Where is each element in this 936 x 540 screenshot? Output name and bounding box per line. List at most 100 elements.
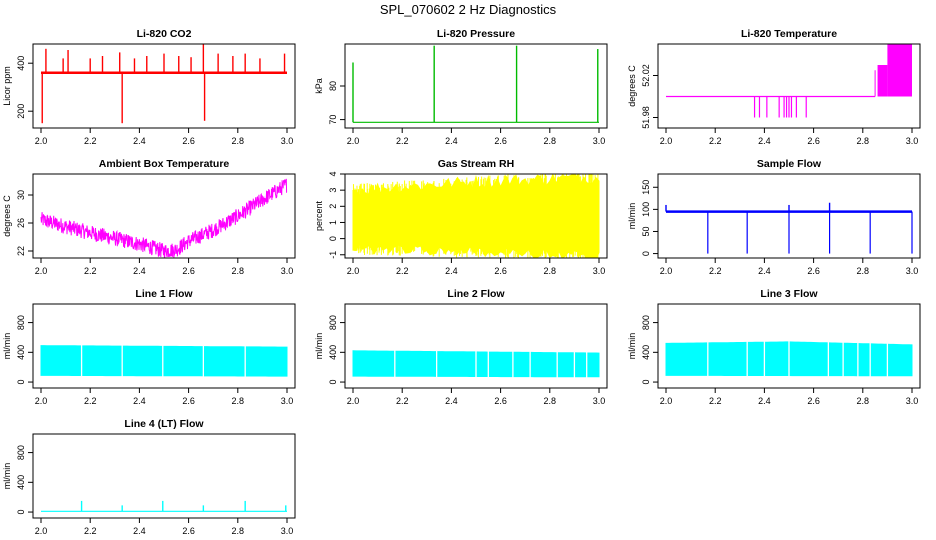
chart-title: Line 2 Flow xyxy=(447,288,505,300)
y-tick-label: 3 xyxy=(328,188,338,193)
x-tick-label: 2.6 xyxy=(494,266,507,276)
y-tick-label: 51.98 xyxy=(641,106,651,129)
plot-area xyxy=(665,202,913,254)
x-tick-label: 2.2 xyxy=(84,396,97,406)
y-axis-label: ml/min xyxy=(2,333,12,360)
x-tick-label: 2.6 xyxy=(807,136,820,146)
x-tick-label: 2.8 xyxy=(232,396,245,406)
chart-3: Li-820 Temperature degrees C 2.0 2.2 2.4 2.6 2… xyxy=(627,28,921,146)
x-tick-label: 2.0 xyxy=(347,136,360,146)
plot-frame xyxy=(344,43,608,129)
y-tick-label: 800 xyxy=(16,445,26,460)
y-tick-label: 0 xyxy=(328,380,338,385)
y-tick-label: 800 xyxy=(328,315,338,330)
y-axis-label: ml/min xyxy=(2,463,12,490)
x-tick-label: 2.4 xyxy=(133,266,146,276)
series-block xyxy=(877,65,888,97)
y-tick-label: 800 xyxy=(641,315,651,330)
y-tick-label: 0 xyxy=(328,236,338,241)
x-tick-label: 2.6 xyxy=(182,396,195,406)
x-tick-label: 2.0 xyxy=(35,136,48,146)
x-tick-label: 3.0 xyxy=(906,396,919,406)
plot-frame xyxy=(657,173,921,259)
x-tick-label: 2.4 xyxy=(758,396,771,406)
x-tick-label: 3.0 xyxy=(593,136,606,146)
y-tick-label: 1 xyxy=(328,220,338,225)
x-tick-label: 3.0 xyxy=(281,136,294,146)
x-tick-label: 2.0 xyxy=(35,396,48,406)
x-tick-label: 2.6 xyxy=(807,266,820,276)
plot-area xyxy=(352,45,599,123)
y-axis-label: ml/min xyxy=(627,333,637,360)
series-band xyxy=(40,345,288,377)
chart-title: Sample Flow xyxy=(757,158,822,170)
plot-frame xyxy=(657,43,921,129)
plot-frame xyxy=(32,303,296,389)
plot-area xyxy=(41,44,287,124)
x-tick-label: 3.0 xyxy=(593,396,606,406)
x-tick-label: 3.0 xyxy=(281,266,294,276)
chart-title: Ambient Box Temperature xyxy=(99,158,230,170)
chart-8: Line 2 Flow ml/min 2.0 2.2 2.4 2.6 2.8 3.0 0 400 8… xyxy=(314,288,608,406)
y-axis-label: Licor ppm xyxy=(2,66,12,106)
x-tick-label: 2.4 xyxy=(133,526,146,536)
plot-area xyxy=(40,344,288,377)
y-tick-label: 0 xyxy=(16,510,26,515)
chart-9: Line 3 Flow ml/min 2.0 2.2 2.4 2.6 2.8 3.0 0 400 8… xyxy=(627,288,921,406)
y-tick-label: 0 xyxy=(641,251,651,256)
chart-title: Gas Stream RH xyxy=(438,158,514,170)
plot-area xyxy=(665,340,913,377)
plot-frame xyxy=(32,173,296,259)
x-tick-label: 2.4 xyxy=(445,266,458,276)
x-tick-label: 2.2 xyxy=(709,396,722,406)
y-tick-label: 22 xyxy=(16,246,26,256)
chart-title: Line 4 (LT) Flow xyxy=(124,418,204,430)
plot-frame xyxy=(344,173,608,259)
y-tick-label: 400 xyxy=(641,345,651,360)
x-tick-label: 2.4 xyxy=(445,136,458,146)
x-tick-label: 2.0 xyxy=(660,396,673,406)
chart-6: Sample Flow ml/min 2.0 2.2 2.4 2.6 2.8 3.0 0 50 10… xyxy=(627,158,921,276)
x-tick-label: 3.0 xyxy=(593,266,606,276)
x-tick-label: 2.6 xyxy=(494,136,507,146)
x-tick-label: 2.4 xyxy=(133,136,146,146)
series-block xyxy=(887,44,912,97)
page-title: SPL_070602 2 Hz Diagnostics xyxy=(379,2,557,17)
x-tick-label: 2.8 xyxy=(232,136,245,146)
plot-frame xyxy=(344,303,608,389)
x-tick-label: 2.0 xyxy=(347,396,360,406)
y-tick-label: 400 xyxy=(328,345,338,360)
x-tick-label: 2.6 xyxy=(182,266,195,276)
y-axis-label: ml/min xyxy=(314,333,324,360)
y-tick-label: 70 xyxy=(328,115,338,125)
x-tick-label: 2.0 xyxy=(35,526,48,536)
y-tick-label: 400 xyxy=(16,56,26,71)
x-tick-label: 2.2 xyxy=(709,136,722,146)
y-axis-label: kPa xyxy=(314,78,324,94)
y-axis-label: degrees C xyxy=(2,195,12,237)
y-tick-label: 2 xyxy=(328,204,338,209)
x-tick-label: 2.8 xyxy=(857,136,870,146)
chart-1: Li-820 CO2 Licor ppm 2.0 2.2 2.4 2.6 2.8 3.0 200… xyxy=(2,28,296,146)
x-tick-label: 2.8 xyxy=(544,266,557,276)
x-tick-label: 2.0 xyxy=(660,136,673,146)
y-tick-label: 80 xyxy=(328,81,338,91)
x-tick-label: 3.0 xyxy=(906,136,919,146)
chart-title: Li-820 Temperature xyxy=(741,28,837,40)
plot-area xyxy=(666,44,912,118)
y-tick-label: 0 xyxy=(641,380,651,385)
y-tick-label: 400 xyxy=(16,345,26,360)
x-tick-label: 2.4 xyxy=(133,396,146,406)
x-tick-label: 2.2 xyxy=(84,526,97,536)
chart-4: Ambient Box Temperature degrees C 2.0 2.2 2.… xyxy=(2,158,296,276)
x-tick-label: 2.8 xyxy=(544,396,557,406)
x-tick-label: 2.4 xyxy=(445,396,458,406)
y-tick-label: -1 xyxy=(328,251,338,259)
y-tick-label: 200 xyxy=(16,104,26,119)
x-tick-label: 2.2 xyxy=(709,266,722,276)
plot-area xyxy=(352,174,600,258)
x-tick-label: 2.0 xyxy=(347,266,360,276)
x-tick-label: 2.8 xyxy=(857,266,870,276)
y-tick-label: 26 xyxy=(16,218,26,228)
